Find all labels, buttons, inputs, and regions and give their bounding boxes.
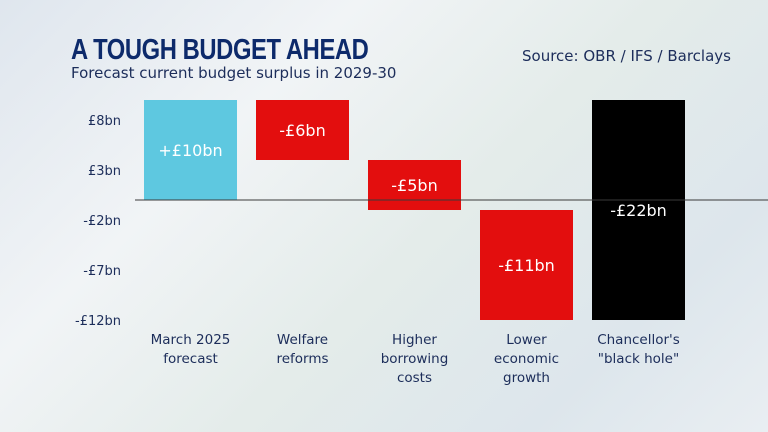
x-category-label: borrowing	[381, 351, 449, 367]
bar-data-label: -£6bn	[279, 121, 325, 140]
x-category-label: costs	[397, 370, 432, 386]
y-tick-label: £3bn	[88, 164, 121, 179]
bar	[592, 100, 685, 320]
y-tick-label: -£12bn	[75, 314, 121, 329]
x-category-label: forecast	[163, 351, 218, 367]
x-category-label: Chancellor's	[597, 332, 680, 348]
x-category-label: Higher	[392, 332, 437, 348]
x-category-label: growth	[503, 370, 550, 386]
bar	[480, 210, 573, 320]
bar	[256, 100, 349, 160]
bar-data-label: -£22bn	[610, 201, 667, 220]
source-note: Source: OBR / IFS / Barclays	[522, 47, 731, 65]
x-category-label: March 2025	[151, 332, 231, 348]
y-tick-label: -£7bn	[83, 264, 121, 279]
chart-subtitle: Forecast current budget surplus in 2029-…	[71, 64, 397, 82]
x-category-label: economic	[494, 351, 559, 367]
x-category-label: reforms	[276, 351, 328, 367]
x-category-label: "black hole"	[598, 351, 679, 367]
y-tick-label: -£2bn	[83, 214, 121, 229]
y-tick-label: £8bn	[88, 114, 121, 129]
bar	[144, 100, 237, 200]
bar	[368, 160, 461, 210]
bar-data-label: +£10bn	[158, 141, 222, 160]
chart-title: A TOUGH BUDGET AHEAD	[71, 34, 369, 66]
x-category-label: Welfare	[277, 332, 328, 348]
x-category-label: Lower	[506, 332, 547, 348]
bar-data-label: -£5bn	[391, 176, 437, 195]
bar-data-label: -£11bn	[498, 256, 555, 275]
